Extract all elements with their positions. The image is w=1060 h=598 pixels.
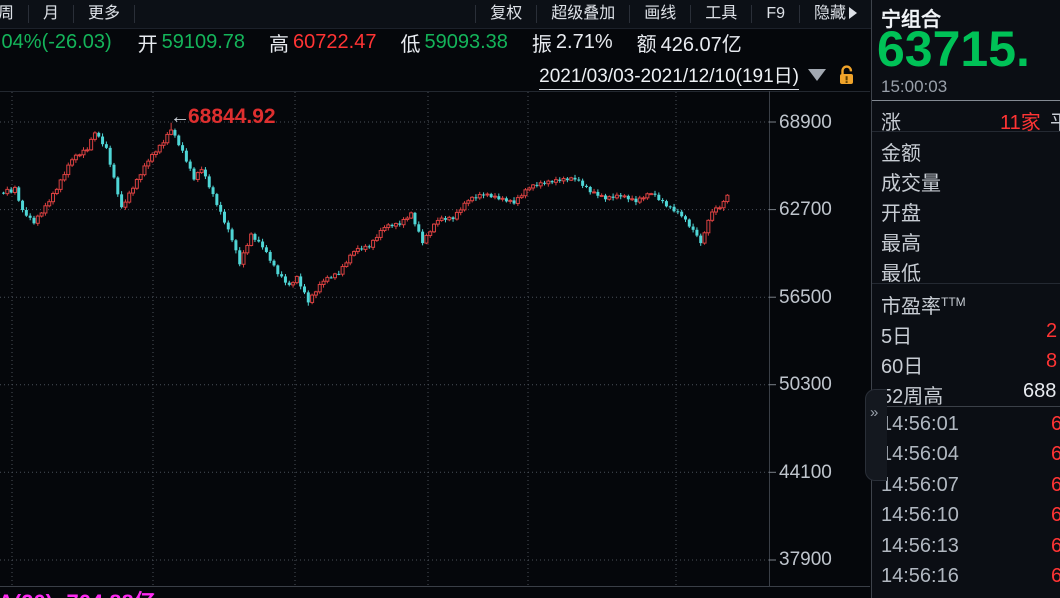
panel-collapse-handle[interactable]: » [865, 389, 887, 481]
date-range-selector[interactable]: 2021/03/03-2021/12/10(191日) [539, 61, 799, 90]
high-value: 60722.47 [293, 31, 377, 53]
open-label: 开 [137, 34, 158, 56]
divider [872, 283, 1060, 284]
up-label: 涨 [881, 112, 901, 134]
low-row: 最低 [881, 263, 921, 285]
60day-row: 60日 8 [881, 350, 1058, 378]
menu-item-drawline[interactable]: 画线 [630, 5, 692, 23]
menu-item-f9[interactable]: F9 [752, 5, 800, 23]
amount-label: 额 [636, 34, 657, 56]
y-axis-label: 50300 [779, 374, 832, 395]
menu-item-super-overlay[interactable]: 超级叠加 [537, 5, 631, 23]
52week-high-value: 688 [1023, 380, 1057, 402]
amplitude-label: 振 [531, 34, 552, 56]
arrow-left-icon: ← [170, 106, 190, 128]
5day-value: 2 [1046, 320, 1058, 342]
menu-item-week[interactable]: 周 [0, 5, 30, 23]
divider [872, 131, 1060, 132]
menu-item-more[interactable]: 更多 [74, 5, 136, 23]
flat-label: 平 [1050, 106, 1060, 135]
y-axis-label: 56500 [779, 287, 832, 308]
menu-item-tools[interactable]: 工具 [691, 5, 753, 23]
divider [872, 406, 1060, 407]
candlestick-chart[interactable] [0, 0, 870, 598]
y-axis-label: 37900 [779, 549, 832, 570]
up-count: 11家 [1000, 112, 1041, 134]
low-value: 59093.38 [424, 31, 508, 53]
last-price: 63715. [877, 21, 1030, 77]
y-axis-label: 68900 [779, 112, 832, 133]
quote-time: 15:00:03 [881, 77, 948, 96]
chevron-double-right-icon: » [870, 404, 879, 421]
stats-bar: .04%(-26.03) 开 59109.78 高 60722.47 低 590… [0, 28, 871, 57]
tick-row: 14:56:10 6 [881, 504, 1060, 526]
tick-row: 14:56:04 6 [881, 443, 1060, 465]
tick-row: 14:56:07 6 [881, 474, 1060, 496]
quote-panel: 宁组合 63715. 15:00:03 涨 11家 平 金额 成交量 开盘 最高… [865, 0, 1060, 598]
y-axis-label: 44100 [779, 462, 832, 483]
tick-row: 14:56:13 6 [881, 535, 1060, 557]
open-row: 开盘 [881, 203, 921, 225]
change-value: .04%(-26.03) [0, 31, 112, 53]
menu-item-fuquan[interactable]: 复权 [475, 5, 538, 23]
volume-row: 成交量 [881, 173, 941, 195]
expand-right-icon [849, 7, 857, 19]
high-row: 最高 [881, 233, 921, 255]
high-annotation: ←68844.92 [170, 105, 276, 128]
tick-row: 14:56:01 6 [881, 413, 1060, 435]
divider [872, 100, 1060, 101]
pe-row: 市盈率TTM [881, 295, 966, 318]
open-value: 59109.78 [161, 31, 246, 53]
date-range-row: 2021/03/03-2021/12/10(191日) [0, 60, 856, 90]
amplitude-value: 2.71% [555, 31, 613, 53]
amount-value: 426.07亿 [660, 34, 742, 56]
amount-row: 金额 [881, 143, 921, 165]
symbol-name: 宁组合 [881, 9, 941, 31]
high-label: 高 [269, 34, 290, 56]
advancers-row: 涨 11家 平 [872, 103, 1060, 135]
indicator-ma-label: A(20): 764.88亿 [0, 585, 156, 598]
low-label: 低 [400, 34, 421, 56]
dropdown-arrow-icon[interactable] [808, 69, 826, 81]
tick-row: 14:56:16 6 [881, 565, 1060, 587]
tick-row: 14:56:19 6 [872, 593, 1060, 598]
60day-value: 8 [1046, 350, 1058, 372]
52week-high-row: 52周高 688 [881, 380, 1057, 408]
menu-item-hide[interactable]: 隐藏 [800, 5, 871, 23]
menu-item-month[interactable]: 月 [29, 5, 75, 23]
top-menu-bar: 周 月 更多 复权 超级叠加 画线 工具 F9 隐藏 [0, 0, 871, 29]
unlock-icon[interactable] [838, 65, 856, 85]
y-axis-label: 62700 [779, 199, 832, 220]
5day-row: 5日 2 [881, 320, 1058, 348]
